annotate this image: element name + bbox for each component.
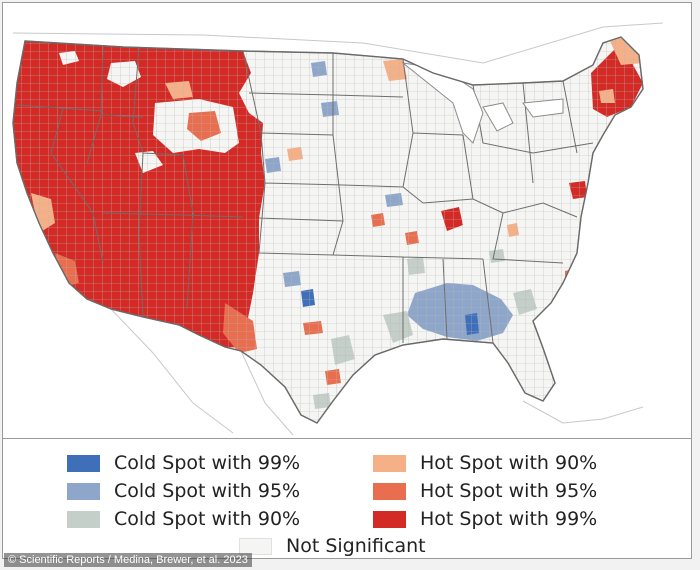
legend-label-hot95: Hot Spot with 95%: [420, 480, 598, 502]
legend-swatch-hot90: [373, 454, 406, 472]
legend-item-hot99: Hot Spot with 99%: [373, 508, 597, 530]
caribbean-outline: [522, 400, 644, 424]
legend-label-hot99: Hot Spot with 99%: [420, 508, 598, 530]
legend-label-not-significant: Not Significant: [286, 535, 426, 557]
legend-item-cold95: Cold Spot with 95%: [67, 480, 300, 502]
legend-swatch-hot99: [373, 510, 406, 528]
legend-label-hot90: Hot Spot with 90%: [420, 452, 598, 474]
legend-swatch-cold99: [67, 454, 100, 472]
canada-outline: [12, 22, 664, 64]
legend-swatch-hot95: [373, 482, 406, 500]
legend-label-cold90: Cold Spot with 90%: [114, 508, 301, 530]
legend-swatch-cold90: [67, 510, 100, 528]
us-county-map: [3, 3, 691, 438]
map-panel: [2, 2, 692, 439]
legend: Cold Spot with 99% Cold Spot with 95% Co…: [2, 439, 692, 559]
legend-item-not-significant: Not Significant: [239, 535, 426, 557]
legend-swatch-cold95: [67, 482, 100, 500]
legend-item-hot90: Hot Spot with 90%: [373, 452, 597, 474]
legend-item-cold99: Cold Spot with 99%: [67, 452, 300, 474]
state-borders: [16, 44, 594, 344]
legend-label-cold95: Cold Spot with 95%: [114, 480, 301, 502]
legend-item-hot95: Hot Spot with 95%: [373, 480, 597, 502]
legend-item-cold90: Cold Spot with 90%: [67, 508, 300, 530]
us-outline: [12, 36, 644, 424]
legend-label-cold99: Cold Spot with 99%: [114, 452, 301, 474]
legend-swatch-not-significant: [239, 537, 272, 555]
mexico-outline: [110, 308, 294, 436]
image-credit: © Scientific Reports / Medina, Brewer, e…: [4, 553, 252, 567]
